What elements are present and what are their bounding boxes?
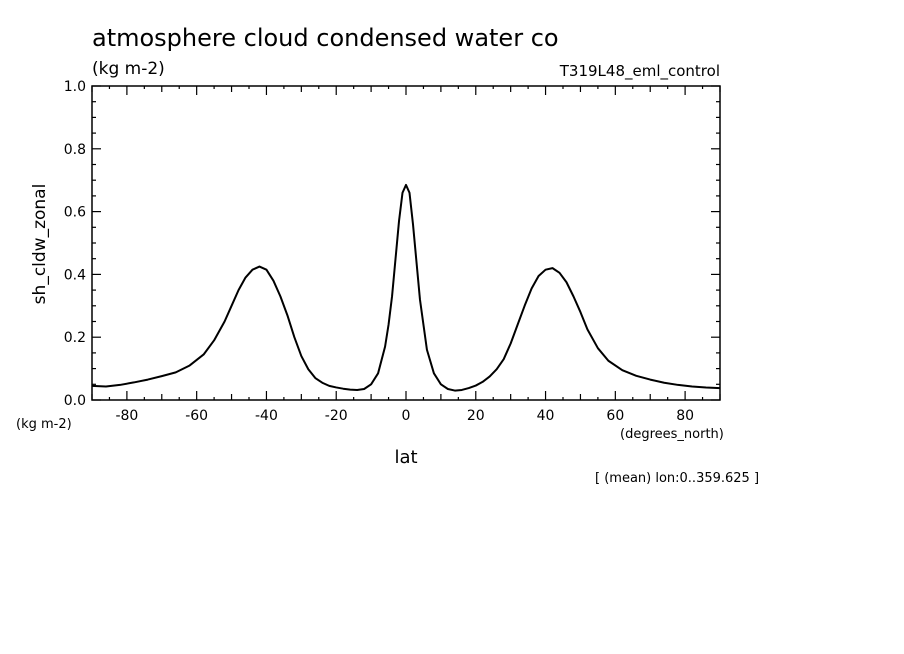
x-tick-label: 80 [676, 408, 694, 424]
x-tick-label: 20 [467, 408, 485, 424]
x-axis-units: (degrees_north) [620, 427, 724, 442]
footnote: [ (mean) lon:0..359.625 ] [595, 471, 759, 486]
plot-area: -80 -60 -40 -20 0 20 40 60 80 0.0 0.2 0.4 0.6 0.8 1.0 [64, 79, 721, 424]
x-tick-label: 40 [537, 408, 555, 424]
y-tick-label: 1.0 [64, 79, 86, 95]
series-line [91, 183, 721, 392]
x-tick-label: 0 [402, 408, 411, 424]
y-axis: 0.0 0.2 0.4 0.6 0.8 1.0 [64, 79, 720, 409]
experiment-label: T319L48_eml_control [559, 62, 720, 81]
y-tick-label: 0.6 [64, 205, 86, 221]
plot-frame [91, 85, 721, 401]
chart-title: atmosphere cloud condensed water co [92, 24, 559, 52]
y-tick-label: 0.0 [64, 393, 86, 409]
x-axis: -80 -60 -40 -20 0 20 40 60 80 [91, 86, 721, 424]
y-tick-label: 0.2 [64, 330, 86, 346]
x-tick-label: 60 [606, 408, 624, 424]
chart-subtitle-units: (kg m-2) [92, 59, 165, 79]
x-tick-label: -60 [185, 408, 208, 424]
y-axis-label: sh_cldw_zonal [30, 184, 50, 305]
x-tick-label: -40 [255, 408, 278, 424]
y-tick-label: 0.8 [64, 142, 86, 158]
y-axis-units: (kg m-2) [16, 417, 72, 432]
y-tick-label: 0.4 [64, 267, 86, 283]
x-axis-label: lat [394, 447, 417, 468]
x-tick-label: -20 [325, 408, 348, 424]
x-tick-label: -80 [115, 408, 138, 424]
